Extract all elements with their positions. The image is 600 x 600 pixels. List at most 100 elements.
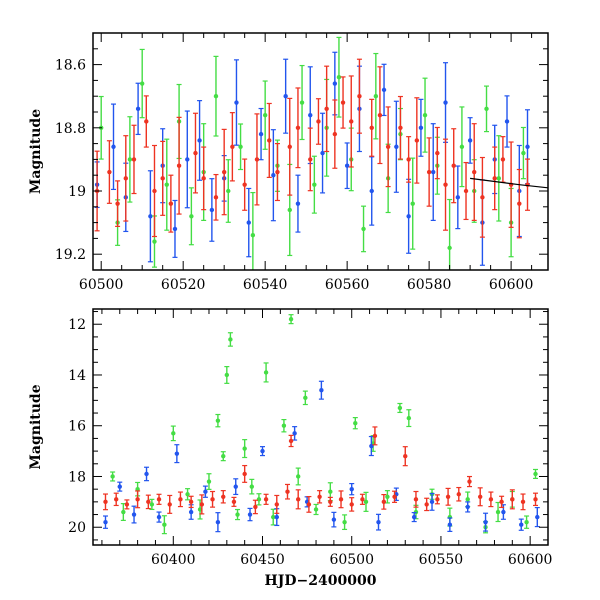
data-layer <box>94 36 548 270</box>
data-point <box>372 426 378 446</box>
data-point <box>520 493 526 511</box>
data-point <box>324 65 330 153</box>
data-point <box>385 106 391 188</box>
data-point <box>145 494 151 510</box>
plot-frame <box>92 32 549 271</box>
data-point <box>429 492 435 511</box>
data-point <box>274 494 280 514</box>
data-point <box>534 506 540 528</box>
data-point <box>455 165 461 230</box>
data-point <box>306 495 312 513</box>
data-point <box>332 99 338 169</box>
data-point <box>359 493 365 505</box>
x-axis-label: HJD−2400000 <box>265 573 377 589</box>
data-point <box>414 97 420 184</box>
data-point <box>156 493 162 505</box>
data-point <box>188 187 194 246</box>
data-point <box>471 123 477 221</box>
top-panel: 60500 60520 60540 60560 60580 60600 18.6 18.8 19… <box>28 32 549 293</box>
y-tick-label: 18 <box>68 469 86 485</box>
model-curve <box>470 177 548 189</box>
data-point <box>215 413 221 428</box>
data-point <box>172 199 178 258</box>
data-point <box>445 487 451 506</box>
data-point <box>451 128 457 204</box>
data-point <box>418 98 424 157</box>
data-point <box>467 117 473 164</box>
data-point <box>499 495 505 509</box>
data-point <box>149 498 155 511</box>
data-point <box>465 501 471 513</box>
data-point <box>424 497 430 512</box>
data-point <box>143 95 149 148</box>
y-tick-label: 20 <box>68 520 86 536</box>
data-point <box>299 64 305 141</box>
data-point <box>197 100 203 181</box>
data-point <box>295 174 301 233</box>
data-point <box>263 493 269 505</box>
data-point <box>135 481 141 497</box>
data-point <box>434 494 440 505</box>
data-point <box>295 467 301 486</box>
data-point <box>156 511 162 523</box>
x-tick-label: 60400 <box>151 552 196 568</box>
data-point <box>318 380 324 400</box>
data-point <box>288 314 294 325</box>
y-tick-label: 19 <box>68 184 86 200</box>
data-point <box>151 144 157 238</box>
y-tick-label: 16 <box>68 419 86 435</box>
data-point <box>233 478 239 496</box>
data-point <box>250 191 256 270</box>
data-point <box>406 409 412 428</box>
data-point <box>426 137 432 207</box>
data-layer <box>102 314 540 535</box>
data-point <box>284 483 290 500</box>
data-point <box>361 205 367 253</box>
data-point <box>252 499 258 515</box>
data-point <box>188 495 194 509</box>
data-point <box>161 515 167 535</box>
data-point <box>447 198 453 270</box>
x-tick-label: 60520 <box>161 277 206 293</box>
data-point <box>410 157 416 250</box>
data-point <box>139 48 145 119</box>
data-point <box>229 112 235 182</box>
x-tick-label: 60540 <box>243 277 288 293</box>
data-point <box>263 362 269 383</box>
data-point <box>123 135 129 222</box>
data-point <box>406 136 412 183</box>
data-point <box>369 98 375 157</box>
data-point <box>508 141 514 228</box>
bottom-panel: 60400 60450 60500 60550 60600 12 14 16 18 20 Magni… <box>28 308 552 589</box>
data-point <box>256 493 262 506</box>
data-point <box>447 517 453 532</box>
data-point <box>311 155 317 214</box>
data-point <box>459 106 465 188</box>
data-point <box>210 490 216 508</box>
y-axis-label: Magnitude <box>28 109 44 194</box>
data-point <box>254 113 260 206</box>
y-tick-label: 12 <box>68 317 86 333</box>
data-point <box>260 446 266 457</box>
data-point <box>430 123 436 221</box>
data-point <box>224 366 230 384</box>
data-point <box>375 513 381 531</box>
data-point <box>518 518 524 531</box>
data-point <box>209 178 215 242</box>
data-point <box>295 489 301 510</box>
data-point <box>220 451 226 462</box>
data-point <box>492 146 498 211</box>
data-point <box>127 116 133 203</box>
data-point <box>336 36 342 118</box>
data-point <box>185 488 191 501</box>
data-point <box>483 512 489 532</box>
data-point <box>479 156 485 238</box>
x-tick-label: 60600 <box>489 277 534 293</box>
data-point <box>242 464 248 483</box>
data-point <box>213 55 219 137</box>
data-point <box>184 110 190 209</box>
y-axis-label: Magnitude <box>28 384 44 469</box>
data-point <box>242 439 248 459</box>
data-point <box>504 95 510 148</box>
